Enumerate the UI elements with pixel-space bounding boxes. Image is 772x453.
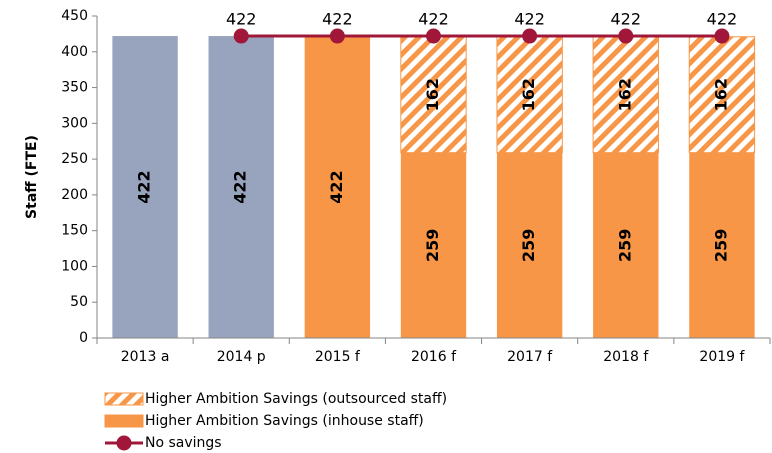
y-tick-label: 0 <box>79 330 88 346</box>
data-label: 162 <box>711 78 730 111</box>
line-marker <box>714 28 730 44</box>
line-marker <box>618 28 634 44</box>
y-tick-label: 450 <box>61 8 88 24</box>
bar <box>593 152 659 338</box>
data-label: 422 <box>135 170 154 203</box>
x-tick-label: 2013 a <box>121 349 170 365</box>
data-label: 259 <box>423 229 442 262</box>
bar <box>112 36 178 339</box>
data-label: 422 <box>514 10 545 29</box>
y-tick-label: 400 <box>61 44 88 60</box>
bar <box>496 36 563 154</box>
y-tick-label: 100 <box>61 258 88 274</box>
y-tick-label: 150 <box>61 223 88 239</box>
data-label: 162 <box>519 78 538 111</box>
data-label: 162 <box>423 78 442 111</box>
y-tick-label: 200 <box>61 187 88 203</box>
y-tick-label: 300 <box>61 115 88 131</box>
bar <box>496 152 563 338</box>
data-label: 422 <box>327 170 346 203</box>
legend-label: Higher Ambition Savings (inhouse staff) <box>145 413 424 429</box>
data-label: 422 <box>226 10 257 29</box>
legend-swatch <box>104 414 144 428</box>
bar <box>208 36 274 339</box>
data-label: 259 <box>519 229 538 262</box>
x-tick-label: 2016 f <box>411 349 457 365</box>
bar <box>304 36 371 339</box>
x-tick-label: 2015 f <box>315 349 361 365</box>
legend-label: No savings <box>145 435 222 451</box>
bar <box>592 36 659 154</box>
data-label: 422 <box>231 170 250 203</box>
x-tick-label: 2014 p <box>217 349 266 365</box>
bar <box>689 152 755 338</box>
legend-swatch <box>104 392 144 406</box>
line-marker <box>233 28 249 44</box>
data-label: 259 <box>615 229 634 262</box>
y-tick-label: 50 <box>70 294 88 310</box>
bar <box>400 36 467 154</box>
y-tick-label: 250 <box>61 151 88 167</box>
legend-marker <box>116 435 132 451</box>
line-marker <box>522 28 538 44</box>
y-axis-label: Staff (FTE) <box>24 135 40 219</box>
line-marker <box>426 28 441 44</box>
data-label: 422 <box>322 10 353 29</box>
data-label: 162 <box>615 78 634 111</box>
bar <box>688 36 756 154</box>
data-label: 422 <box>611 10 642 29</box>
x-tick-label: 2017 f <box>507 349 553 365</box>
y-tick-label: 350 <box>61 80 88 96</box>
data-label: 422 <box>707 10 738 29</box>
line-marker <box>329 28 345 44</box>
x-tick-label: 2018 f <box>603 349 649 365</box>
data-label: 259 <box>711 229 730 262</box>
data-label: 422 <box>418 10 449 29</box>
bar <box>400 152 467 338</box>
legend-label: Higher Ambition Savings (outsourced staf… <box>145 391 447 407</box>
x-tick-label: 2019 f <box>699 349 745 365</box>
